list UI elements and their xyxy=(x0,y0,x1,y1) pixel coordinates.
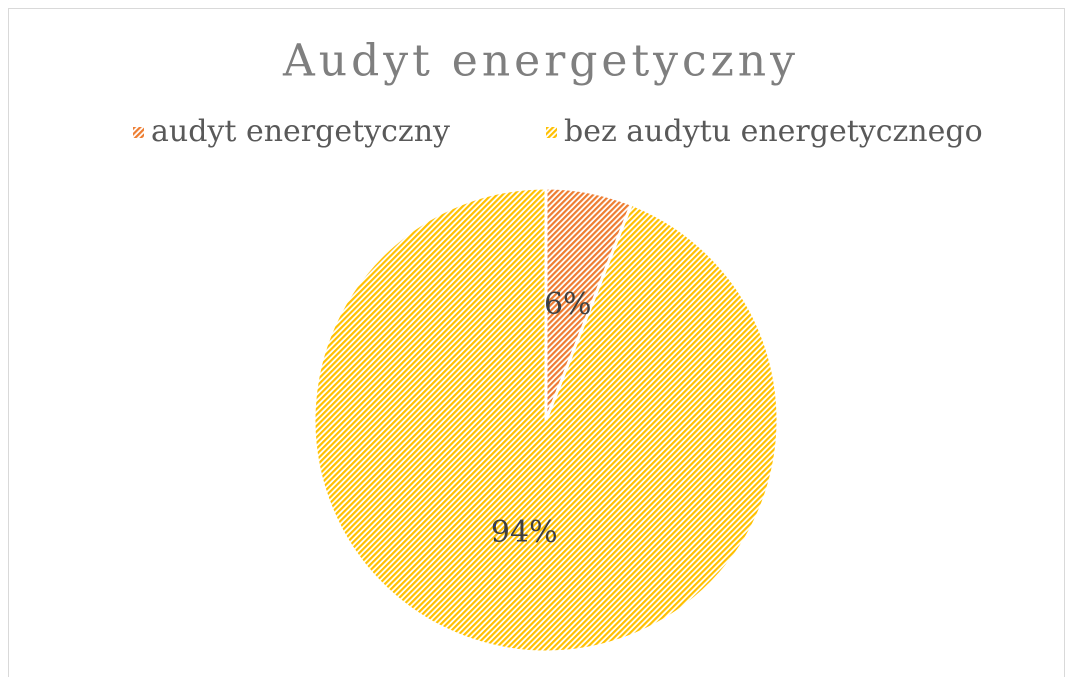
legend-label: bez audytu energetycznego xyxy=(564,114,983,149)
data-label: 6% xyxy=(544,287,592,322)
chart-title: Audyt energetyczny xyxy=(282,36,799,87)
data-label: 94% xyxy=(491,515,558,550)
legend-label: audyt energetyczny xyxy=(151,114,450,149)
legend-swatch xyxy=(546,127,557,138)
pie-slice xyxy=(312,186,780,654)
legend-swatch xyxy=(133,127,144,138)
